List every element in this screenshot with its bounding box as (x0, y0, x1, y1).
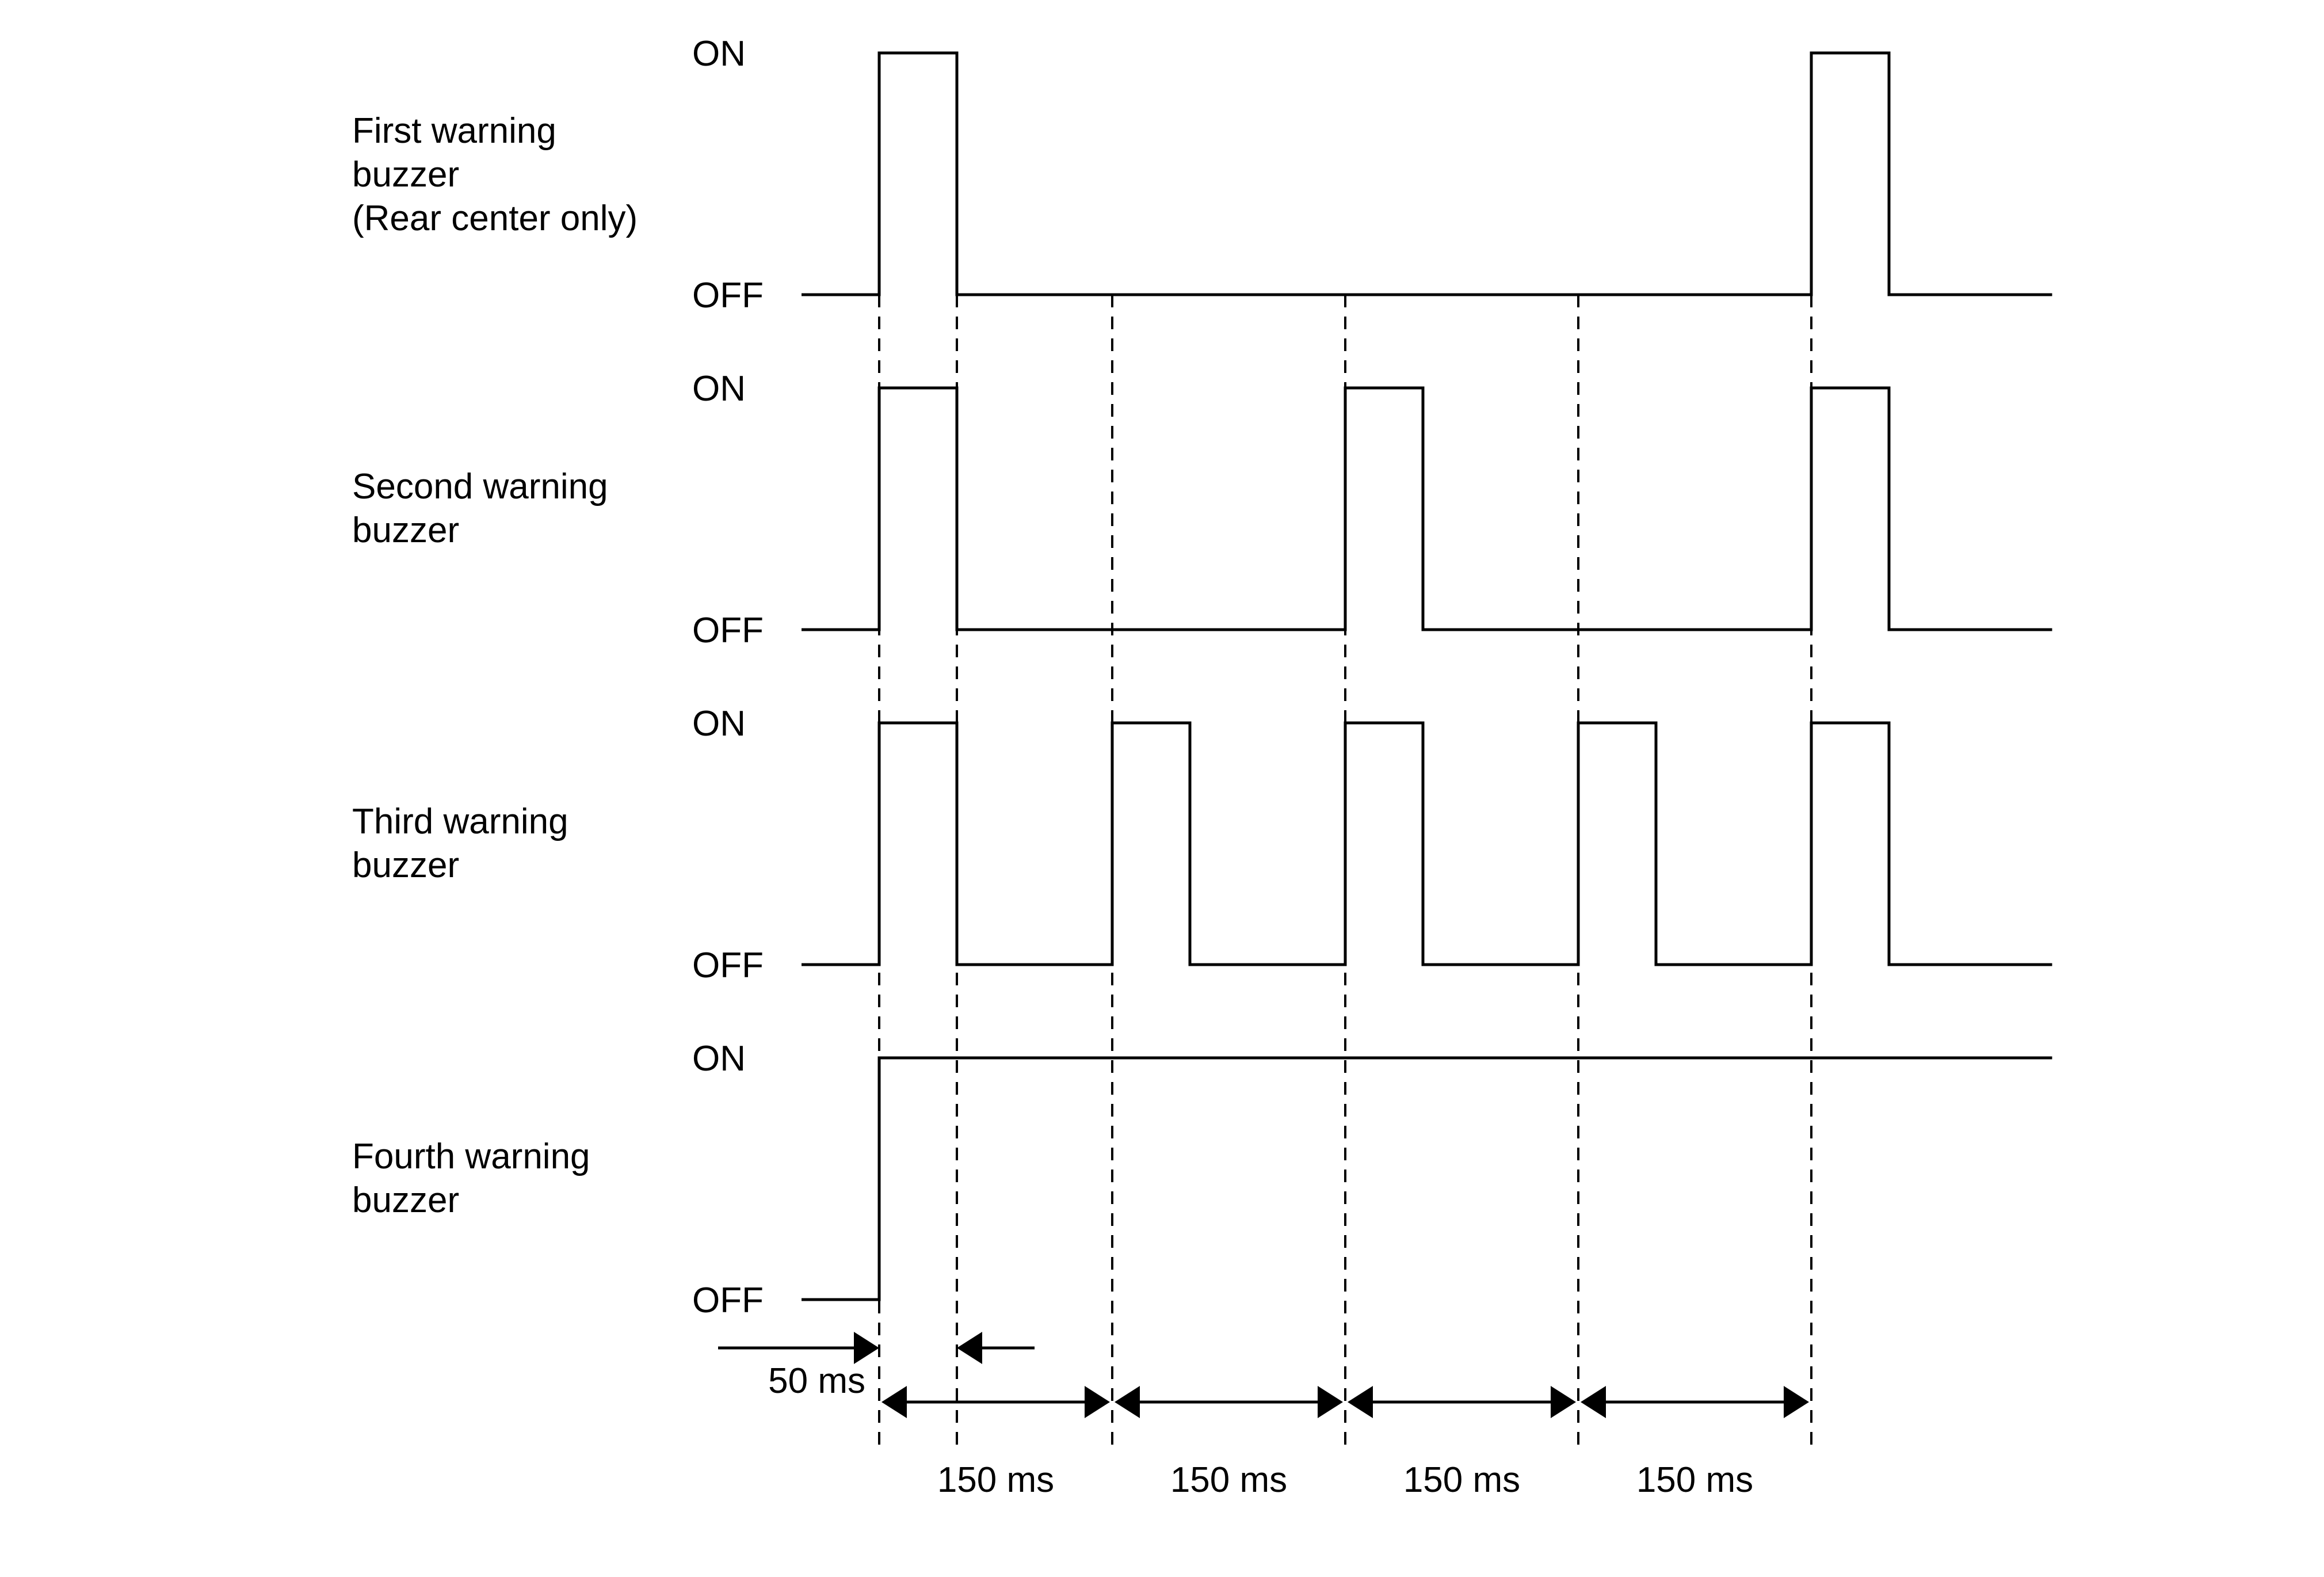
dimension-label-interval-4: 150 ms (1636, 1460, 1753, 1500)
on-level-label: ON (692, 34, 746, 74)
dimension-label-interval-3: 150 ms (1403, 1460, 1520, 1500)
arrow-right-icon (1318, 1386, 1343, 1418)
off-level-label: OFF (692, 1281, 764, 1320)
signal-row-third: Third warning buzzer ON OFF (352, 704, 2052, 985)
signal-label-third-0: Third warning (352, 802, 568, 841)
on-level-label: ON (692, 1039, 746, 1079)
waveform-third (802, 721, 2052, 966)
dimension-interval-3: 150 ms (1348, 1386, 1576, 1500)
signal-label-fourth-0: Fourth warning (352, 1137, 590, 1176)
arrow-left-icon (1348, 1386, 1373, 1418)
dimension-label-interval-1: 150 ms (937, 1460, 1054, 1500)
arrow-right-icon (1784, 1386, 1809, 1418)
signal-row-fourth: Fourth warning buzzer ON OFF (352, 1039, 2052, 1320)
signal-label-fourth-1: buzzer (352, 1180, 459, 1220)
signal-label-second-1: buzzer (352, 511, 459, 550)
on-level-label: ON (692, 704, 746, 744)
waveform-second (802, 386, 2052, 631)
signal-label-first-0: First warning (352, 111, 556, 151)
dimension-interval-4: 150 ms (1581, 1386, 1809, 1500)
signal-label-first-2: (Rear center only) (352, 199, 638, 238)
dimension-pulse-width: 50 ms (718, 1332, 1035, 1401)
off-level-label: OFF (692, 946, 764, 985)
off-level-label: OFF (692, 276, 764, 315)
arrow-right-icon (1551, 1386, 1576, 1418)
arrow-right-icon (854, 1332, 879, 1364)
signal-label-third-1: buzzer (352, 845, 459, 885)
arrow-right-icon (1085, 1386, 1110, 1418)
dimension-label-pulse-width: 50 ms (768, 1361, 865, 1401)
signal-row-second: Second warning buzzer ON OFF (352, 369, 2052, 650)
arrow-left-icon (1581, 1386, 1606, 1418)
arrow-left-icon (1115, 1386, 1140, 1418)
dimension-interval-1: 150 ms (881, 1386, 1110, 1500)
dimension-label-interval-2: 150 ms (1170, 1460, 1287, 1500)
waveform-fourth (802, 1056, 2052, 1301)
waveform-first (802, 51, 2052, 296)
arrow-left-icon (881, 1386, 907, 1418)
signal-label-second-0: Second warning (352, 467, 608, 506)
signal-label-first-1: buzzer (352, 155, 459, 195)
arrow-left-icon (957, 1332, 982, 1364)
off-level-label: OFF (692, 611, 764, 650)
time-dimensions: 50 ms 150 ms 150 ms 150 ms 150 ms (718, 1332, 1809, 1500)
on-level-label: ON (692, 369, 746, 409)
dimension-interval-2: 150 ms (1115, 1386, 1343, 1500)
